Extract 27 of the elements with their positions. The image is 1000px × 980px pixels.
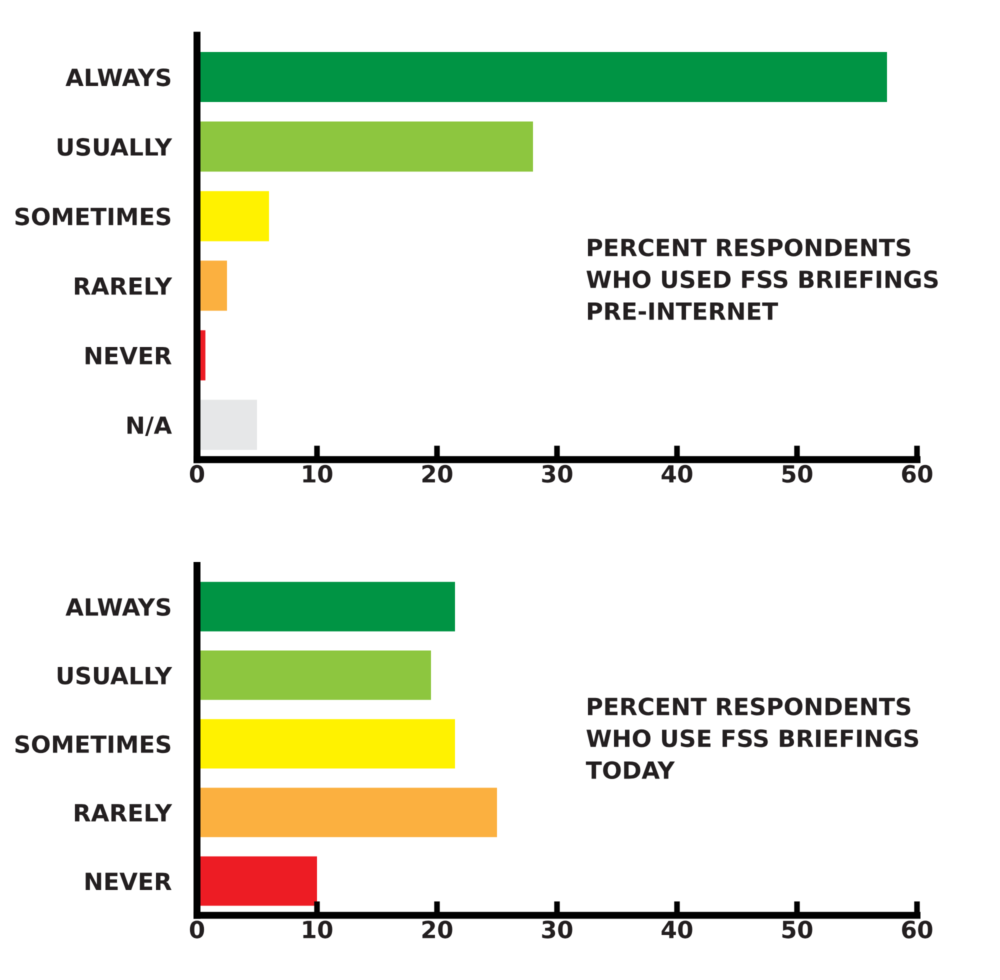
x-tick-label: 60 (902, 920, 932, 938)
x-tick-label: 40 (662, 920, 692, 938)
y-tick-label: RARELY (74, 277, 172, 295)
y-tick-label: RARELY (74, 804, 172, 822)
y-tick-label: USUALLY (58, 666, 172, 685)
x-tick-label: 10 (303, 920, 332, 938)
x-tick-label: 50 (782, 464, 812, 483)
x-tick-label: 0 (190, 920, 204, 938)
y-tick-label: ALWAYS (66, 598, 170, 616)
y-tick-label: USUALLY (58, 138, 172, 156)
x-tick-label: 10 (303, 464, 332, 483)
x-tick-label: 60 (902, 464, 932, 483)
x-tick-label: 30 (542, 464, 572, 483)
y-tick-label: N/A (128, 416, 172, 436)
y-tick-label: SOMETIMES (15, 208, 170, 226)
x-tick-label: 20 (422, 464, 452, 483)
x-tick-label: 0 (190, 464, 204, 483)
y-tick-label: NEVER (86, 347, 172, 364)
y-tick-label: SOMETIMES (15, 735, 170, 754)
x-tick-label: 20 (422, 920, 452, 938)
x-tick-label: 30 (542, 920, 572, 938)
x-tick-label: 40 (662, 464, 692, 483)
y-tick-label: ALWAYS (66, 68, 170, 86)
text: PERCENT RESPONDENTS WHO USED FSS BRIEFINGS PRE-INTERNET (586, 238, 938, 320)
x-tick-label: 50 (782, 920, 812, 938)
text: PERCENT RESPONDENTS WHO USE FSS BRIEFINGS TODAY (586, 698, 918, 780)
y-tick-label: NEVER (86, 872, 172, 890)
